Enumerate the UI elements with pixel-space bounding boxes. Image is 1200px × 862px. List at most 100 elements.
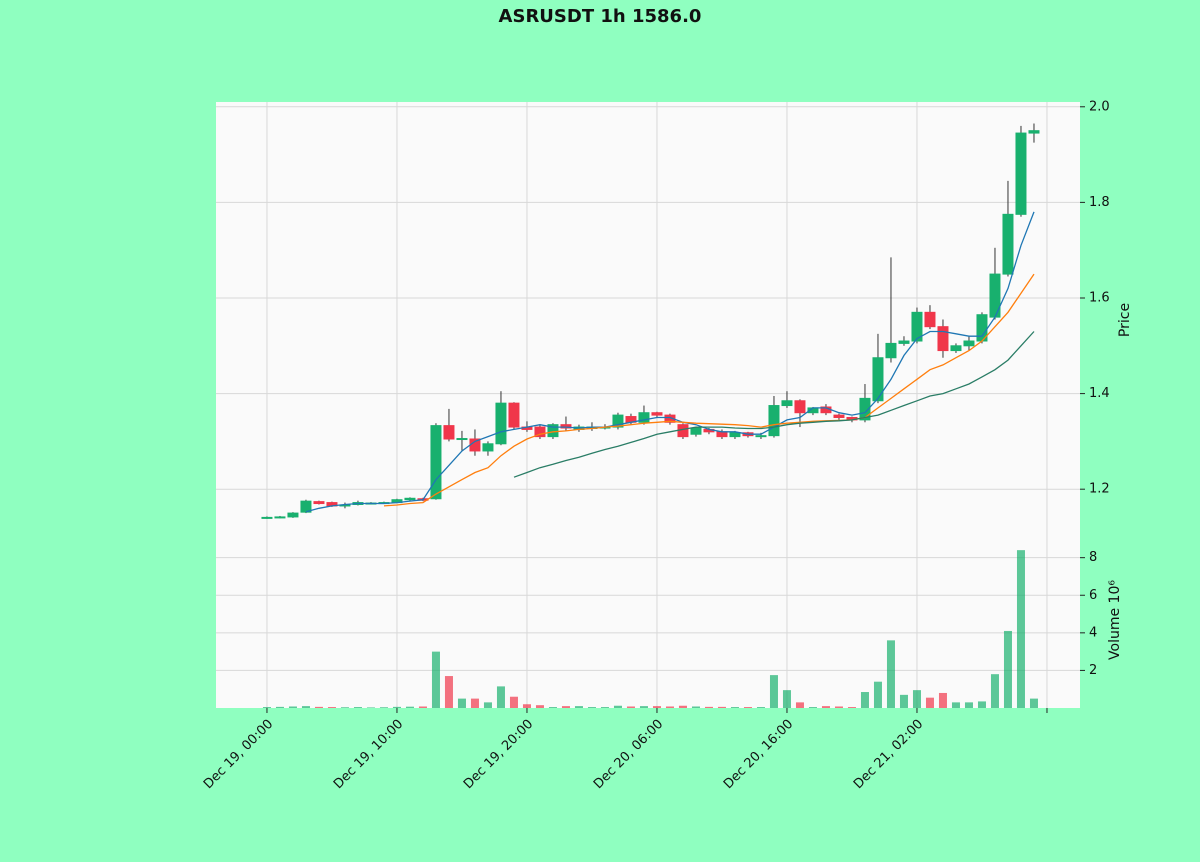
volume-bar [340, 707, 349, 708]
volume-bar [938, 692, 947, 708]
volume-bar [977, 701, 986, 708]
volume-bar [548, 707, 557, 708]
volume-bar [795, 702, 804, 708]
candle-body [612, 414, 624, 428]
candle-body [885, 342, 897, 359]
candle-body [261, 516, 273, 519]
candle-body [1015, 132, 1027, 215]
volume-bar [756, 707, 765, 708]
candle-body [404, 497, 416, 501]
volume-bar [457, 698, 466, 708]
volume-bar [301, 706, 310, 708]
volume-bar [704, 706, 713, 708]
candle-body [495, 402, 507, 445]
candle-body [898, 340, 910, 344]
volume-bar [964, 702, 973, 708]
y-tick-label: 1.8 [1089, 195, 1110, 210]
volume-bar [418, 706, 427, 708]
candle-body [456, 438, 468, 441]
candle-body [716, 431, 728, 438]
volume-bar [808, 707, 817, 708]
volume-bar [782, 690, 791, 708]
volume-bar [262, 707, 271, 708]
y-tick-label: 6 [1089, 588, 1097, 603]
candle-body [794, 400, 806, 414]
volume-bar [444, 676, 453, 708]
candle-body [274, 516, 286, 519]
volume-bar [600, 707, 609, 708]
volume-bar [873, 681, 882, 708]
chart-title: ASRUSDT 1h 1586.0 [499, 6, 702, 27]
volume-bar [379, 707, 388, 708]
volume-bar [990, 674, 999, 708]
volume-bar [587, 707, 596, 708]
volume-axis-label: Volume 10⁶ [1107, 580, 1123, 660]
y-tick-label: 1.2 [1089, 482, 1110, 497]
volume-bar [925, 697, 934, 708]
candle-body [508, 402, 520, 428]
volume-bar [665, 706, 674, 708]
volume-bar [353, 707, 362, 708]
volume-bar [691, 706, 700, 708]
volume-bar [886, 640, 895, 708]
candle-body [937, 326, 949, 352]
volume-bar [431, 651, 440, 708]
volume-bar [626, 706, 635, 708]
plot-area [216, 102, 1080, 708]
candle-body [911, 311, 923, 342]
volume-bar [847, 707, 856, 708]
candle-body [872, 357, 884, 402]
candle-body [534, 426, 546, 438]
volume-bar [678, 705, 687, 708]
volume-bar [1029, 698, 1038, 708]
volume-bar [1016, 550, 1025, 708]
volume-bar [535, 705, 544, 708]
volume-bar [769, 675, 778, 708]
volume-bar [405, 706, 414, 708]
volume-bar [717, 706, 726, 708]
volume-bar [574, 706, 583, 708]
candle-body [300, 500, 312, 513]
y-tick-label: 4 [1089, 625, 1097, 640]
volume-bar [275, 706, 284, 708]
y-tick-label: 1.4 [1089, 386, 1110, 401]
candle-body [924, 311, 936, 328]
volume-bar [743, 707, 752, 708]
candle-body [560, 424, 572, 429]
moving-average-line [513, 331, 1035, 478]
volume-bar [860, 692, 869, 708]
candle-body [1028, 130, 1040, 134]
volume-bar [314, 706, 323, 708]
candle-body [482, 443, 494, 452]
volume-bar [951, 702, 960, 708]
volume-bar [639, 706, 648, 708]
volume-bar [652, 706, 661, 708]
volume-bar [522, 704, 531, 708]
y-tick-label: 2 [1089, 663, 1097, 678]
candle-body [768, 405, 780, 437]
moving-average-line [383, 273, 1035, 507]
volume-bar [483, 702, 492, 708]
moving-average-line [305, 211, 1035, 513]
volume-bar [496, 686, 505, 708]
volume-bar [899, 694, 908, 708]
volume-bar [613, 705, 622, 708]
candle-body [859, 397, 871, 421]
candle-body [755, 435, 767, 438]
candle-body [963, 340, 975, 347]
price-axis-label: Price [1117, 303, 1133, 337]
candle-body [430, 425, 442, 500]
volume-bar [730, 707, 739, 708]
candle-body [833, 414, 845, 418]
y-tick-label: 8 [1089, 550, 1097, 565]
volume-bar [912, 690, 921, 708]
volume-bar [1003, 630, 1012, 708]
volume-bar [509, 696, 518, 708]
y-tick-label: 2.0 [1089, 99, 1110, 114]
volume-bar [561, 706, 570, 708]
candle-body [1002, 213, 1014, 275]
candle-body [313, 501, 325, 505]
candle-body [287, 512, 299, 518]
